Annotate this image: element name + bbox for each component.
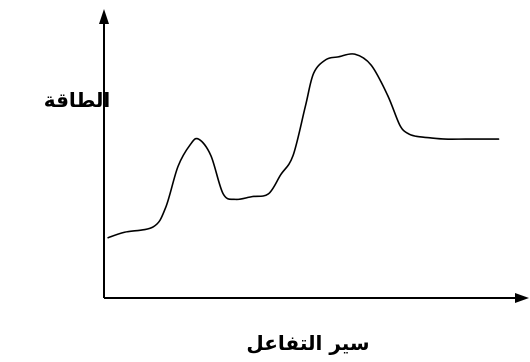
axes-group (99, 9, 529, 303)
x-axis-arrowhead (515, 293, 529, 303)
y-axis-arrowhead (99, 9, 109, 24)
x-axis-label: سير التفاعل (246, 331, 369, 355)
y-axis-label: الطاقة (44, 88, 111, 112)
energy-curve (107, 53, 500, 239)
